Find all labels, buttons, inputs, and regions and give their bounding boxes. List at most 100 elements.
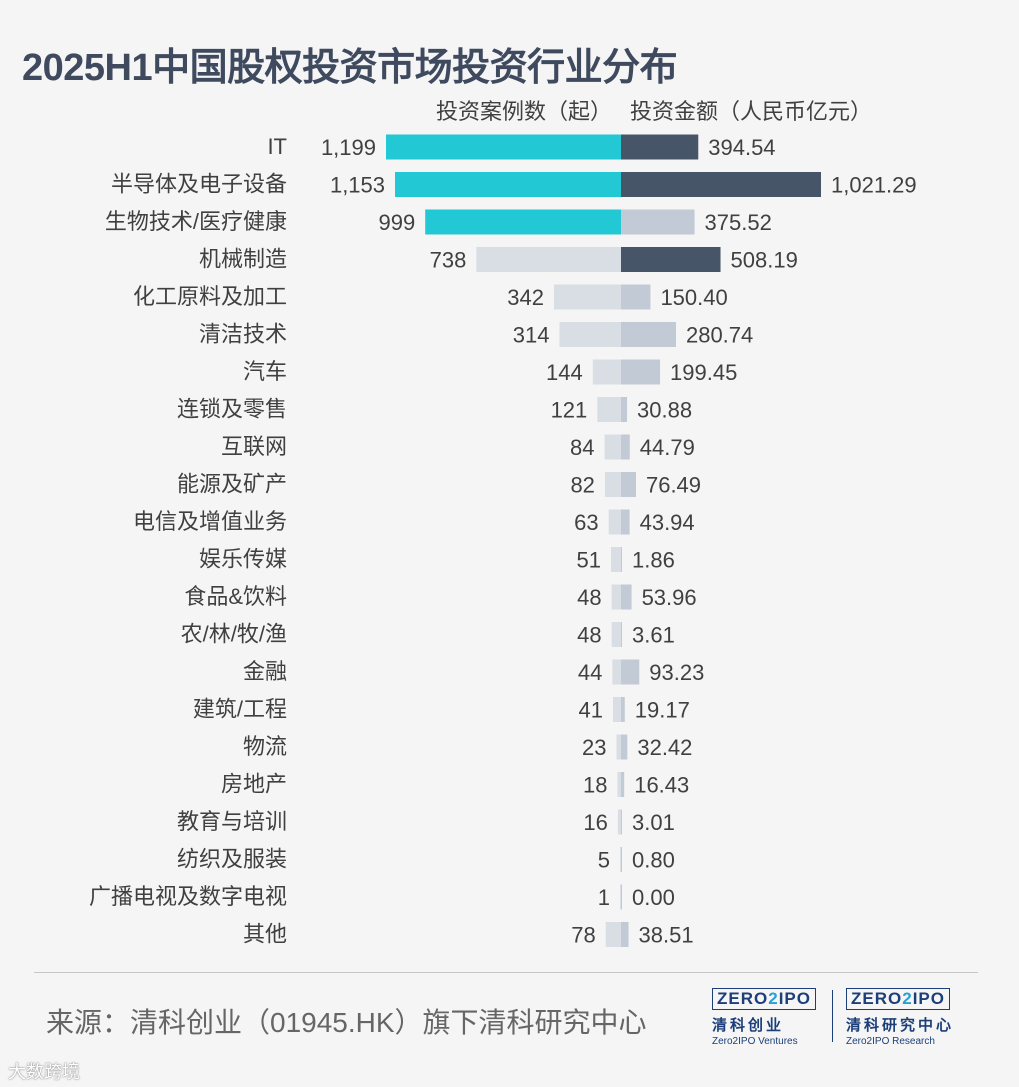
investment-amount-label: 150.40 — [660, 285, 727, 310]
bar-case-count — [592, 359, 621, 385]
bar-case-count — [611, 584, 621, 610]
bar-case-count — [553, 284, 621, 310]
bar-investment-amount — [621, 247, 721, 272]
case-count-label: 144 — [546, 360, 583, 385]
case-count-label: 16 — [583, 810, 607, 835]
case-count-label: 314 — [513, 323, 550, 348]
investment-amount-label: 53.96 — [642, 585, 697, 610]
category-label: 生物技术/医疗健康 — [105, 209, 287, 234]
category-label: 汽车 — [243, 359, 287, 384]
bar-case-count — [611, 547, 621, 572]
investment-amount-label: 508.19 — [731, 248, 798, 273]
category-label: 能源及矿产 — [177, 472, 287, 497]
investment-amount-label: 375.52 — [705, 210, 772, 235]
bar-case-count — [604, 472, 621, 497]
source-note: 来源：清科创业（01945.HK）旗下清科研究中心 — [46, 1007, 647, 1038]
bar-case-count — [608, 509, 621, 535]
bar-investment-amount — [621, 772, 625, 797]
case-count-label: 84 — [570, 435, 594, 460]
case-count-label: 342 — [507, 285, 544, 310]
bar-investment-amount — [621, 472, 636, 497]
case-count-label: 1 — [598, 885, 610, 910]
diverging-bar-chart: IT 1,199 394.54 半导体及电子设备 1,153 1,021.29 生物技术/医… — [89, 134, 917, 948]
category-label: 建筑/工程 — [193, 697, 287, 722]
bar-case-count — [612, 697, 621, 722]
investment-amount-label: 43.94 — [640, 510, 695, 535]
investment-amount-label: 0.80 — [632, 848, 675, 873]
bar-investment-amount — [621, 322, 676, 347]
bar-investment-amount — [621, 847, 622, 872]
investment-amount-label: 394.54 — [708, 135, 775, 160]
case-count-label: 48 — [577, 585, 601, 610]
case-count-label: 1,153 — [330, 173, 385, 198]
zero2ipo-ventures-logo: ZERO2IPO 清科创业 Zero2IPO Ventures — [712, 988, 816, 1047]
right-series-header: 投资金额（人民币亿元） — [630, 99, 873, 124]
bar-investment-amount — [621, 134, 699, 160]
category-label: 娱乐传媒 — [199, 547, 287, 572]
bar-investment-amount — [621, 434, 630, 460]
category-label: 教育与培训 — [177, 809, 287, 834]
category-label: 清洁技术 — [199, 322, 287, 347]
bar-case-count — [605, 922, 621, 947]
logo-en-name: Zero2IPO Ventures — [712, 1036, 798, 1047]
bar-investment-amount — [621, 734, 628, 760]
left-series-header: 投资案例数（起） — [435, 99, 612, 124]
case-count-label: 44 — [578, 660, 602, 685]
category-label: 纺织及服装 — [177, 847, 287, 872]
investment-amount-label: 1.86 — [632, 548, 675, 573]
investment-amount-label: 199.45 — [670, 360, 737, 385]
bar-case-count — [612, 659, 621, 685]
logo-mark: ZERO2IPO — [846, 988, 950, 1010]
bar-investment-amount — [621, 547, 622, 572]
category-label: 物流 — [243, 734, 287, 759]
investment-amount-label: 19.17 — [635, 698, 690, 723]
category-label: 半导体及电子设备 — [111, 172, 287, 197]
case-count-label: 738 — [430, 248, 467, 273]
bar-case-count — [559, 322, 621, 347]
category-label: 农/林/牧/渔 — [181, 622, 287, 647]
chart-title: 2025H1中国股权投资市场投资行业分布 — [22, 47, 678, 89]
category-label: 房地产 — [221, 772, 287, 797]
case-count-label: 999 — [378, 210, 415, 235]
bar-case-count — [597, 397, 621, 422]
category-label: 其他 — [243, 922, 287, 947]
bar-investment-amount — [621, 172, 821, 197]
investment-amount-label: 3.01 — [632, 810, 675, 835]
logo-en-name: Zero2IPO Research — [846, 1036, 935, 1047]
investment-amount-label: 32.42 — [637, 735, 692, 760]
bar-case-count — [616, 734, 621, 760]
bar-investment-amount — [621, 284, 651, 310]
logo-mark: ZERO2IPO — [712, 988, 816, 1010]
category-label: 电信及增值业务 — [133, 509, 287, 534]
case-count-label: 41 — [578, 698, 602, 723]
bar-case-count — [604, 434, 621, 460]
watermark: 大数跨境 — [8, 1062, 80, 1082]
bar-case-count — [617, 772, 621, 797]
category-label: 金融 — [243, 659, 287, 684]
case-count-label: 18 — [583, 773, 607, 798]
bar-investment-amount — [621, 509, 630, 535]
case-count-label: 1,199 — [321, 135, 376, 160]
bar-case-count — [620, 847, 621, 872]
investment-amount-label: 16.43 — [634, 773, 689, 798]
case-count-label: 5 — [598, 848, 610, 873]
bar-investment-amount — [621, 884, 622, 910]
case-count-label: 23 — [582, 735, 606, 760]
bar-case-count — [386, 134, 621, 160]
bar-investment-amount — [621, 359, 661, 385]
bar-investment-amount — [621, 697, 625, 722]
case-count-label: 121 — [551, 398, 588, 423]
bar-investment-amount — [621, 809, 622, 835]
footer-divider — [34, 972, 978, 973]
category-label: 化工原料及加工 — [133, 284, 287, 309]
case-count-label: 51 — [577, 548, 601, 573]
investment-amount-label: 93.23 — [649, 660, 704, 685]
category-label: 连锁及零售 — [177, 397, 287, 422]
zero2ipo-research-logo: ZERO2IPO 清科研究中心 Zero2IPO Research — [846, 988, 954, 1047]
bar-investment-amount — [621, 659, 640, 685]
bar-investment-amount — [621, 584, 632, 610]
investment-amount-label: 38.51 — [639, 923, 694, 948]
bar-investment-amount — [621, 622, 622, 647]
investment-amount-label: 30.88 — [637, 398, 692, 423]
logo-cn-name: 清科创业 — [712, 1017, 785, 1034]
